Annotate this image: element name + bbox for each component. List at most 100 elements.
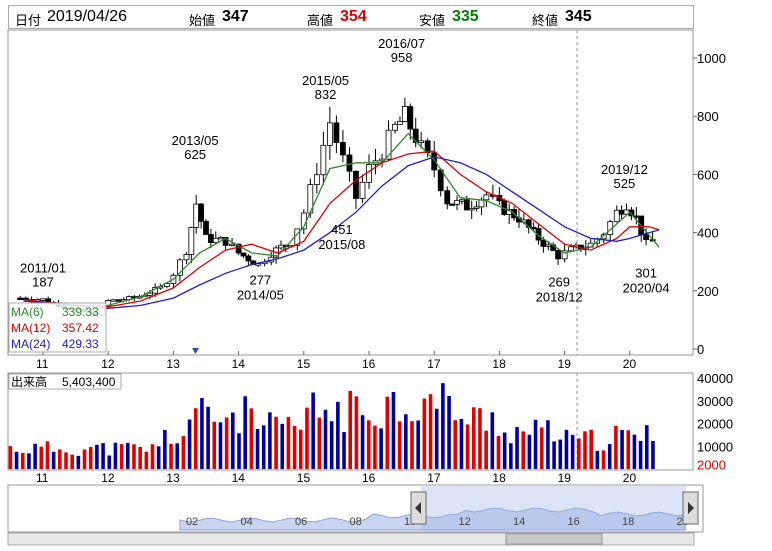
volume-bar-blue bbox=[76, 455, 81, 469]
close-label: 終値 bbox=[532, 13, 559, 28]
annotation-date: 2015/05 bbox=[302, 73, 349, 88]
period-marker-icon bbox=[192, 348, 199, 354]
volume-bar-blue bbox=[218, 422, 223, 469]
candle-up bbox=[278, 244, 284, 249]
volume-bar-red bbox=[348, 390, 353, 469]
volume-bar-red bbox=[317, 417, 322, 469]
price-header: 日付 2019/04/26 始値 347 高値 354 安値 335 終値 34… bbox=[8, 5, 694, 29]
volume-tick-label: 30000 bbox=[697, 394, 733, 409]
volume-bar-blue bbox=[570, 434, 575, 469]
navigator-area bbox=[179, 507, 686, 531]
volume-bar-blue bbox=[33, 443, 37, 469]
scrollbar-thumb[interactable] bbox=[505, 533, 603, 545]
candle-down bbox=[643, 234, 649, 240]
annotation-value: 187 bbox=[32, 275, 54, 290]
candle-up bbox=[163, 283, 170, 287]
volume-bar-red bbox=[212, 421, 217, 469]
volume-bar-blue bbox=[644, 425, 649, 469]
volume-bar-red bbox=[397, 421, 402, 469]
volume-bar-blue bbox=[546, 420, 550, 469]
x-tick-label: 16 bbox=[362, 357, 376, 371]
annotation-date: 2013/05 bbox=[172, 133, 219, 148]
ma-legend-name: MA(12) bbox=[11, 321, 50, 335]
volume-x-tick-label: 18 bbox=[492, 471, 506, 485]
volume-bar-red bbox=[292, 426, 297, 469]
ma-legend-name: MA(24) bbox=[11, 337, 50, 351]
volume-bar-red bbox=[88, 447, 93, 469]
volume-x-tick-label: 17 bbox=[427, 471, 441, 485]
close-value: 345 bbox=[565, 8, 592, 25]
volume-bar-red bbox=[286, 416, 291, 469]
candle-down bbox=[437, 169, 444, 192]
candle-up bbox=[459, 199, 465, 202]
candle-down bbox=[207, 234, 214, 243]
volume-bar-red bbox=[583, 431, 587, 469]
annotation-date: 2015/08 bbox=[318, 237, 365, 252]
date-value: 2019/04/26 bbox=[47, 8, 128, 25]
volume-tick-label: 20000 bbox=[697, 417, 733, 432]
volume-bar-blue bbox=[515, 427, 519, 469]
volume-value: 5,403,400 bbox=[62, 375, 116, 389]
open-label: 始値 bbox=[189, 13, 216, 28]
volume-bar-red bbox=[521, 431, 526, 469]
volume-bar-red bbox=[614, 425, 618, 469]
volume-bar-blue bbox=[441, 383, 445, 469]
candle-up bbox=[313, 174, 320, 186]
high-label: 高値 bbox=[307, 13, 334, 28]
annotation-value: 269 bbox=[548, 275, 570, 290]
volume-bar-blue bbox=[243, 396, 247, 469]
volume-bar-blue bbox=[459, 418, 464, 469]
x-tick-label: 15 bbox=[297, 357, 311, 371]
date-label: 日付 bbox=[15, 13, 42, 28]
price-tick-label: 1000 bbox=[697, 51, 726, 66]
candle-up bbox=[392, 123, 398, 131]
annotation-value: 301 bbox=[635, 265, 657, 280]
annotation-value: 958 bbox=[391, 50, 413, 65]
candle-down bbox=[449, 203, 456, 206]
candle-down bbox=[618, 209, 625, 215]
x-tick-label: 14 bbox=[232, 357, 246, 371]
volume-bar-red bbox=[453, 420, 458, 469]
volume-bar-blue bbox=[342, 432, 346, 469]
volume-bar-red bbox=[577, 438, 581, 469]
candle-up bbox=[545, 244, 552, 247]
volume-bar-blue bbox=[638, 440, 643, 469]
price-tick-label: 0 bbox=[697, 342, 704, 357]
candle-down bbox=[346, 154, 353, 172]
navigator-left-arrow-icon bbox=[415, 502, 421, 514]
x-tick-label: 20 bbox=[623, 357, 637, 371]
volume-bar-red bbox=[249, 408, 254, 469]
x-tick-label: 12 bbox=[101, 357, 115, 371]
candle-up bbox=[454, 199, 460, 205]
open-value: 347 bbox=[222, 8, 249, 25]
volume-x-tick-label: 15 bbox=[297, 471, 311, 485]
volume-bar-red bbox=[39, 446, 44, 469]
volume-bar-blue bbox=[620, 430, 624, 469]
volume-bar-blue bbox=[113, 442, 118, 469]
ma-line-ma12 bbox=[23, 150, 660, 308]
volume-bar-red bbox=[70, 454, 74, 469]
volume-bar-blue bbox=[206, 406, 210, 469]
volume-bar-blue bbox=[558, 439, 563, 469]
navigator-selection[interactable] bbox=[421, 486, 686, 531]
candle-down bbox=[198, 203, 205, 222]
volume-bar-blue bbox=[261, 425, 266, 469]
volume-bar-blue bbox=[564, 429, 569, 469]
volume-bar-red bbox=[119, 444, 124, 469]
volume-bar-red bbox=[366, 420, 371, 469]
navigator-tick-label: 18 bbox=[622, 516, 634, 528]
volume-bar-red bbox=[8, 446, 13, 469]
x-tick-label: 11 bbox=[36, 357, 49, 371]
volume-bar-red bbox=[428, 394, 433, 469]
candle-down bbox=[240, 252, 247, 257]
volume-bar-blue bbox=[27, 453, 31, 469]
navigator-tick-label: 14 bbox=[513, 516, 525, 528]
volume-bar-blue bbox=[125, 442, 130, 469]
volume-bar-red bbox=[58, 449, 62, 469]
volume-bar-red bbox=[20, 452, 25, 469]
volume-bar-red bbox=[539, 427, 544, 469]
volume-bars bbox=[8, 383, 655, 469]
volume-tick-label: 2000 bbox=[697, 457, 726, 472]
volume-tick-label: 10000 bbox=[697, 439, 733, 454]
candle-up bbox=[217, 236, 224, 240]
